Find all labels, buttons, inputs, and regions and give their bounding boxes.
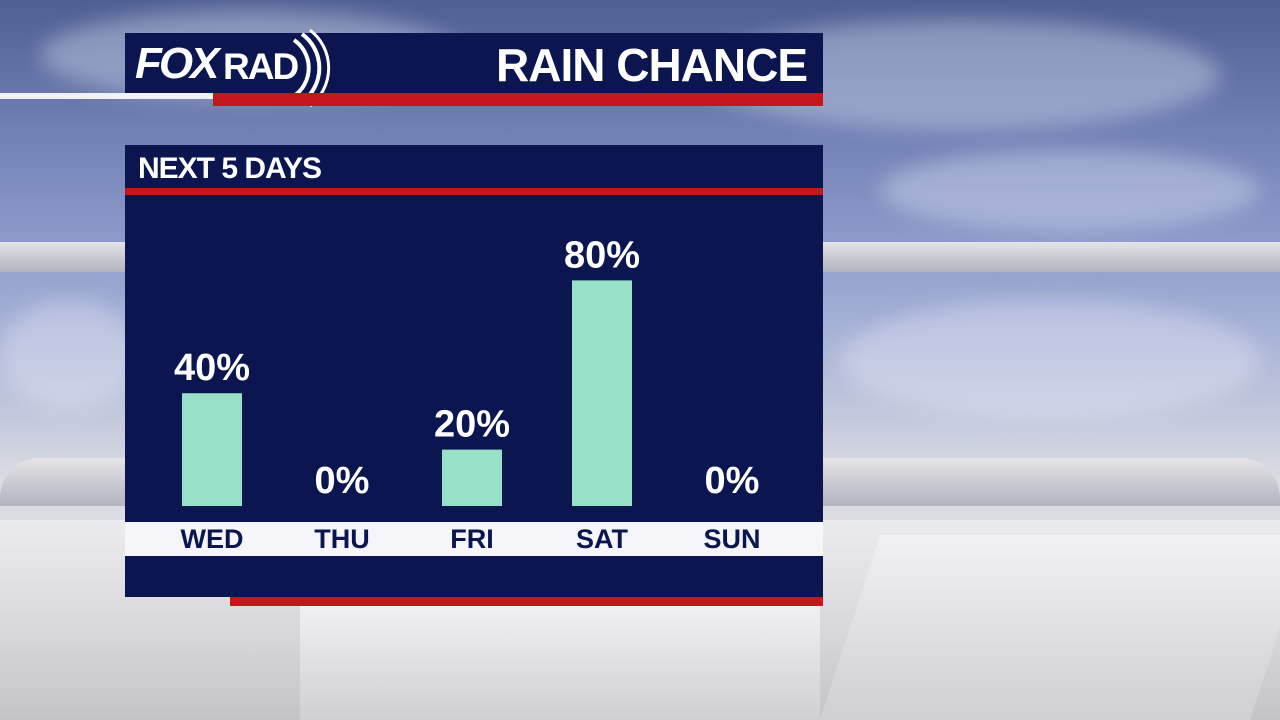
panel-red-stripe [125, 188, 823, 195]
page-title: RAIN CHANCE [496, 39, 808, 91]
title-box: FOX RAD RAIN CHANCE [125, 28, 823, 108]
day-label-sat: SAT [576, 524, 629, 554]
panel-bottom-red-stripe [230, 597, 823, 606]
value-label-fri: 20% [434, 404, 510, 446]
floor-pane [300, 605, 820, 720]
day-label-fri: FRI [450, 524, 494, 554]
value-label-thu: 0% [315, 460, 370, 502]
days-strip [125, 522, 823, 556]
title-red-stripe [213, 93, 823, 106]
day-label-wed: WED [181, 524, 244, 554]
floor-pane [819, 535, 1280, 720]
value-label-wed: 40% [174, 347, 250, 389]
rain-chance-chart: 40% WED 0% THU 20% FRI 80% SAT 0% SUN [174, 234, 761, 554]
logo-fox-text: FOX [135, 39, 219, 88]
value-label-sat: 80% [564, 234, 640, 276]
cloud [0, 300, 140, 410]
cloud [880, 150, 1260, 230]
foxrad-logo: FOX RAD [135, 28, 365, 108]
bar-wed [182, 393, 242, 506]
chart-panel: NEXT 5 DAYS 40% WED 0% THU 20% FRI 80% SAT 0% SUN [125, 145, 823, 597]
header-white-line [0, 93, 215, 99]
bar-sat [572, 280, 632, 506]
day-label-thu: THU [314, 524, 370, 554]
panel-heading: NEXT 5 DAYS [138, 152, 322, 185]
value-label-sun: 0% [705, 460, 760, 502]
day-label-sun: SUN [703, 524, 760, 554]
bar-fri [442, 449, 502, 506]
logo-rad-text: RAD [223, 46, 299, 87]
cloud [840, 300, 1260, 420]
